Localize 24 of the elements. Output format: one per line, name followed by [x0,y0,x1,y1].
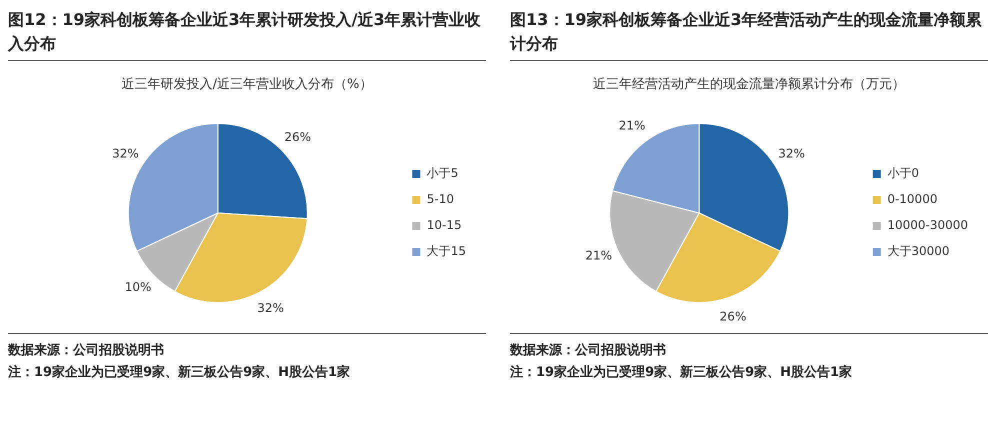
chart-title: 图12：19家科创板筹备企业近3年累计研发投入/近3年累计营业收入分布 [8,8,486,61]
legend-label: 10000-30000 [887,218,968,232]
chart-title: 图13：19家科创板筹备企业近3年经营活动产生的现金流量净额累计分布 [510,8,988,61]
data-label: 32% [778,146,805,160]
legend-label: 小于0 [887,166,919,180]
data-label: 21% [618,118,646,133]
legend-label: 10-15 [426,218,462,232]
chart-subtitle: 近三年经营活动产生的现金流量净额累计分布（万元） [592,76,906,93]
data-label: 32% [257,301,284,316]
source-note: 数据来源：公司招股说明书 [8,342,165,360]
data-label: 26% [720,309,746,324]
source-note: 数据来源：公司招股说明书 [510,342,667,360]
text: 注：19家企业为已受理9家、新三板公告9家、H股公告1家 [510,364,854,382]
text: 注：19家企业为已受理9家、新三板公告9家、H股公告1家 [8,364,352,382]
data-label: 26% [284,130,312,144]
legend-label: 大于30000 [887,244,950,258]
legend-label: 5-10 [426,192,454,206]
chart-subtitle: 近三年研发投入/近三年营业收入分布（%） [120,76,374,93]
legend-label: 0-10000 [887,192,938,206]
data-label: 21% [585,248,612,263]
data-label: 10% [124,280,152,294]
data-label: 32% [112,146,139,160]
legend-label: 大于15 [426,244,466,258]
legend-label: 小于5 [426,166,458,180]
